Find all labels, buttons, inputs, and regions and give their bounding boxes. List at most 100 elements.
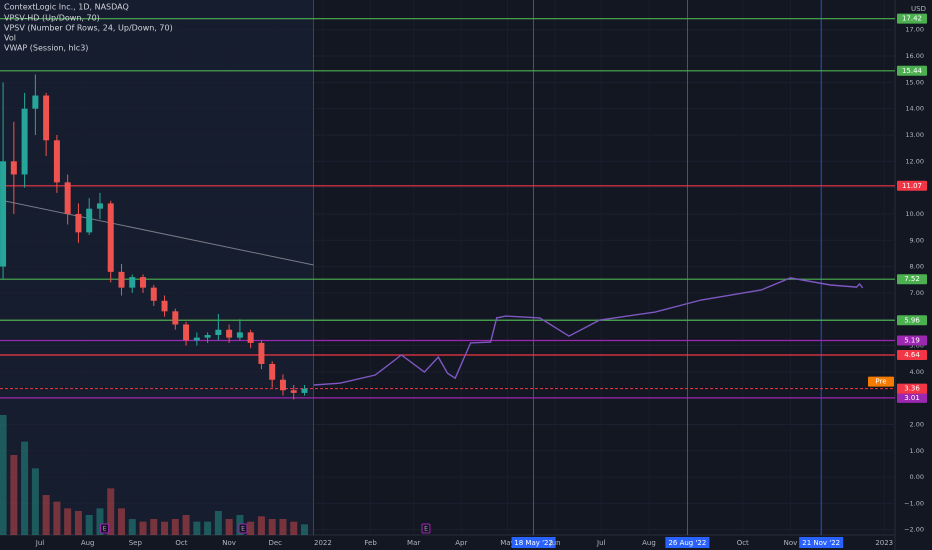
volume-bar xyxy=(128,519,136,535)
candle-body xyxy=(107,203,114,272)
x-tick-label: Jul xyxy=(596,539,606,547)
level-label: 17.42 xyxy=(902,15,922,23)
candle-body xyxy=(247,332,254,343)
candle-body xyxy=(290,390,297,393)
x-tick-label: 21 Nov '22 xyxy=(802,539,840,547)
volume-bar xyxy=(214,511,222,535)
candle-body xyxy=(118,271,125,288)
x-tick-label: Dec xyxy=(268,539,282,547)
volume-bar xyxy=(171,519,179,535)
volume-bar xyxy=(10,455,18,535)
earnings-icon xyxy=(100,523,110,534)
y-tick-label: 4.00 xyxy=(910,368,924,376)
volume-bar xyxy=(247,521,255,535)
x-tick-label: Nov xyxy=(222,539,236,547)
level-box xyxy=(897,65,927,76)
earnings-label: E xyxy=(424,526,428,533)
candle-body xyxy=(0,161,7,267)
x-tick-label: Jun xyxy=(549,539,561,547)
level-label: 3.36 xyxy=(904,385,920,393)
y-tick-label: 10.00 xyxy=(905,210,924,218)
level-label: 3.01 xyxy=(904,394,920,402)
level-box xyxy=(897,383,927,394)
volume-bar xyxy=(107,488,115,535)
x-tick-label: Aug xyxy=(81,539,95,547)
indicator: VPSV-HD (Up/Down, 70) xyxy=(4,14,100,23)
y-tick-label: 8.00 xyxy=(910,263,924,271)
y-tick-label: 2.00 xyxy=(910,420,924,428)
premarket-box xyxy=(868,376,894,387)
level-box xyxy=(897,274,927,285)
candle-body xyxy=(96,203,103,209)
level-box xyxy=(897,392,927,403)
x-tick-label: Mar xyxy=(407,539,420,547)
x-tick-label: Nov xyxy=(784,539,798,547)
volume-bar xyxy=(279,519,287,535)
x-tick-box xyxy=(511,537,556,548)
y-tick-label: 14.00 xyxy=(905,105,924,113)
candle-body xyxy=(43,95,50,141)
y-tick-label: 15.00 xyxy=(905,78,924,86)
candle-body xyxy=(301,388,308,393)
y-tick-label: 0.00 xyxy=(910,473,924,481)
x-tick-box xyxy=(799,537,844,548)
candle-body xyxy=(53,140,60,183)
x-tick-box xyxy=(665,537,710,548)
level-box xyxy=(897,13,927,24)
volume-bar xyxy=(42,495,50,535)
history-region xyxy=(0,0,314,535)
y-tick-label: 12.00 xyxy=(905,157,924,165)
volume-bar xyxy=(64,508,72,535)
level-label: 5.19 xyxy=(904,337,920,345)
x-tick-label: 2023 xyxy=(875,539,893,547)
volume-bar xyxy=(85,515,93,535)
x-tick-label: 18 May '22 xyxy=(514,539,553,547)
indicator: VPSV (Number Of Rows, 24, Up/Down, 70) xyxy=(4,24,173,33)
earnings-label: E xyxy=(241,526,245,533)
x-tick-label: 26 Aug '22 xyxy=(668,539,706,547)
x-tick-label: Feb xyxy=(364,539,377,547)
level-box xyxy=(897,335,927,346)
level-label: 7.52 xyxy=(904,275,920,283)
x-tick-label: 2022 xyxy=(314,539,332,547)
y-tick-label: −1.00 xyxy=(904,499,924,507)
x-tick-label: May xyxy=(500,539,514,547)
candle-body xyxy=(86,208,93,233)
volume-bar xyxy=(257,516,265,535)
volume-bar xyxy=(31,468,39,535)
y-tick-label: 17.00 xyxy=(905,26,924,34)
earnings-icon xyxy=(238,523,248,534)
y-tick-label: 1.00 xyxy=(910,447,924,455)
candle-body xyxy=(75,213,82,233)
projection-line xyxy=(313,277,864,386)
volume-bar xyxy=(268,519,276,535)
candle-body xyxy=(140,277,147,288)
volume-bar xyxy=(150,519,158,535)
candle-body xyxy=(64,182,71,214)
indicator: Vol xyxy=(4,34,16,43)
volume-bar xyxy=(53,501,61,535)
premarket-label: Pre xyxy=(875,378,886,386)
x-tick-label: Oct xyxy=(737,539,749,547)
volume-bar xyxy=(117,508,125,535)
candle-body xyxy=(258,342,265,364)
trend-line xyxy=(0,199,314,266)
currency: USD xyxy=(911,5,926,13)
volume-bar xyxy=(21,441,29,535)
x-tick-label: Apr xyxy=(455,539,467,547)
x-tick-label: Sep xyxy=(129,539,143,547)
level-label: 5.96 xyxy=(904,316,920,324)
volume-bar xyxy=(182,515,190,535)
candle-body xyxy=(10,161,17,175)
x-tick-label: Aug xyxy=(642,539,656,547)
y-tick-label: 16.00 xyxy=(905,52,924,60)
volume-bar xyxy=(300,524,308,535)
earnings-label: E xyxy=(103,526,107,533)
candle-body xyxy=(150,287,157,301)
volume-bar xyxy=(204,521,212,535)
indicator: VWAP (Session, hlc3) xyxy=(4,44,88,53)
chart-title: ContextLogic Inc., 1D, NASDAQ xyxy=(4,3,129,12)
y-tick-label: −2.00 xyxy=(904,526,924,534)
candle-body xyxy=(183,324,190,341)
